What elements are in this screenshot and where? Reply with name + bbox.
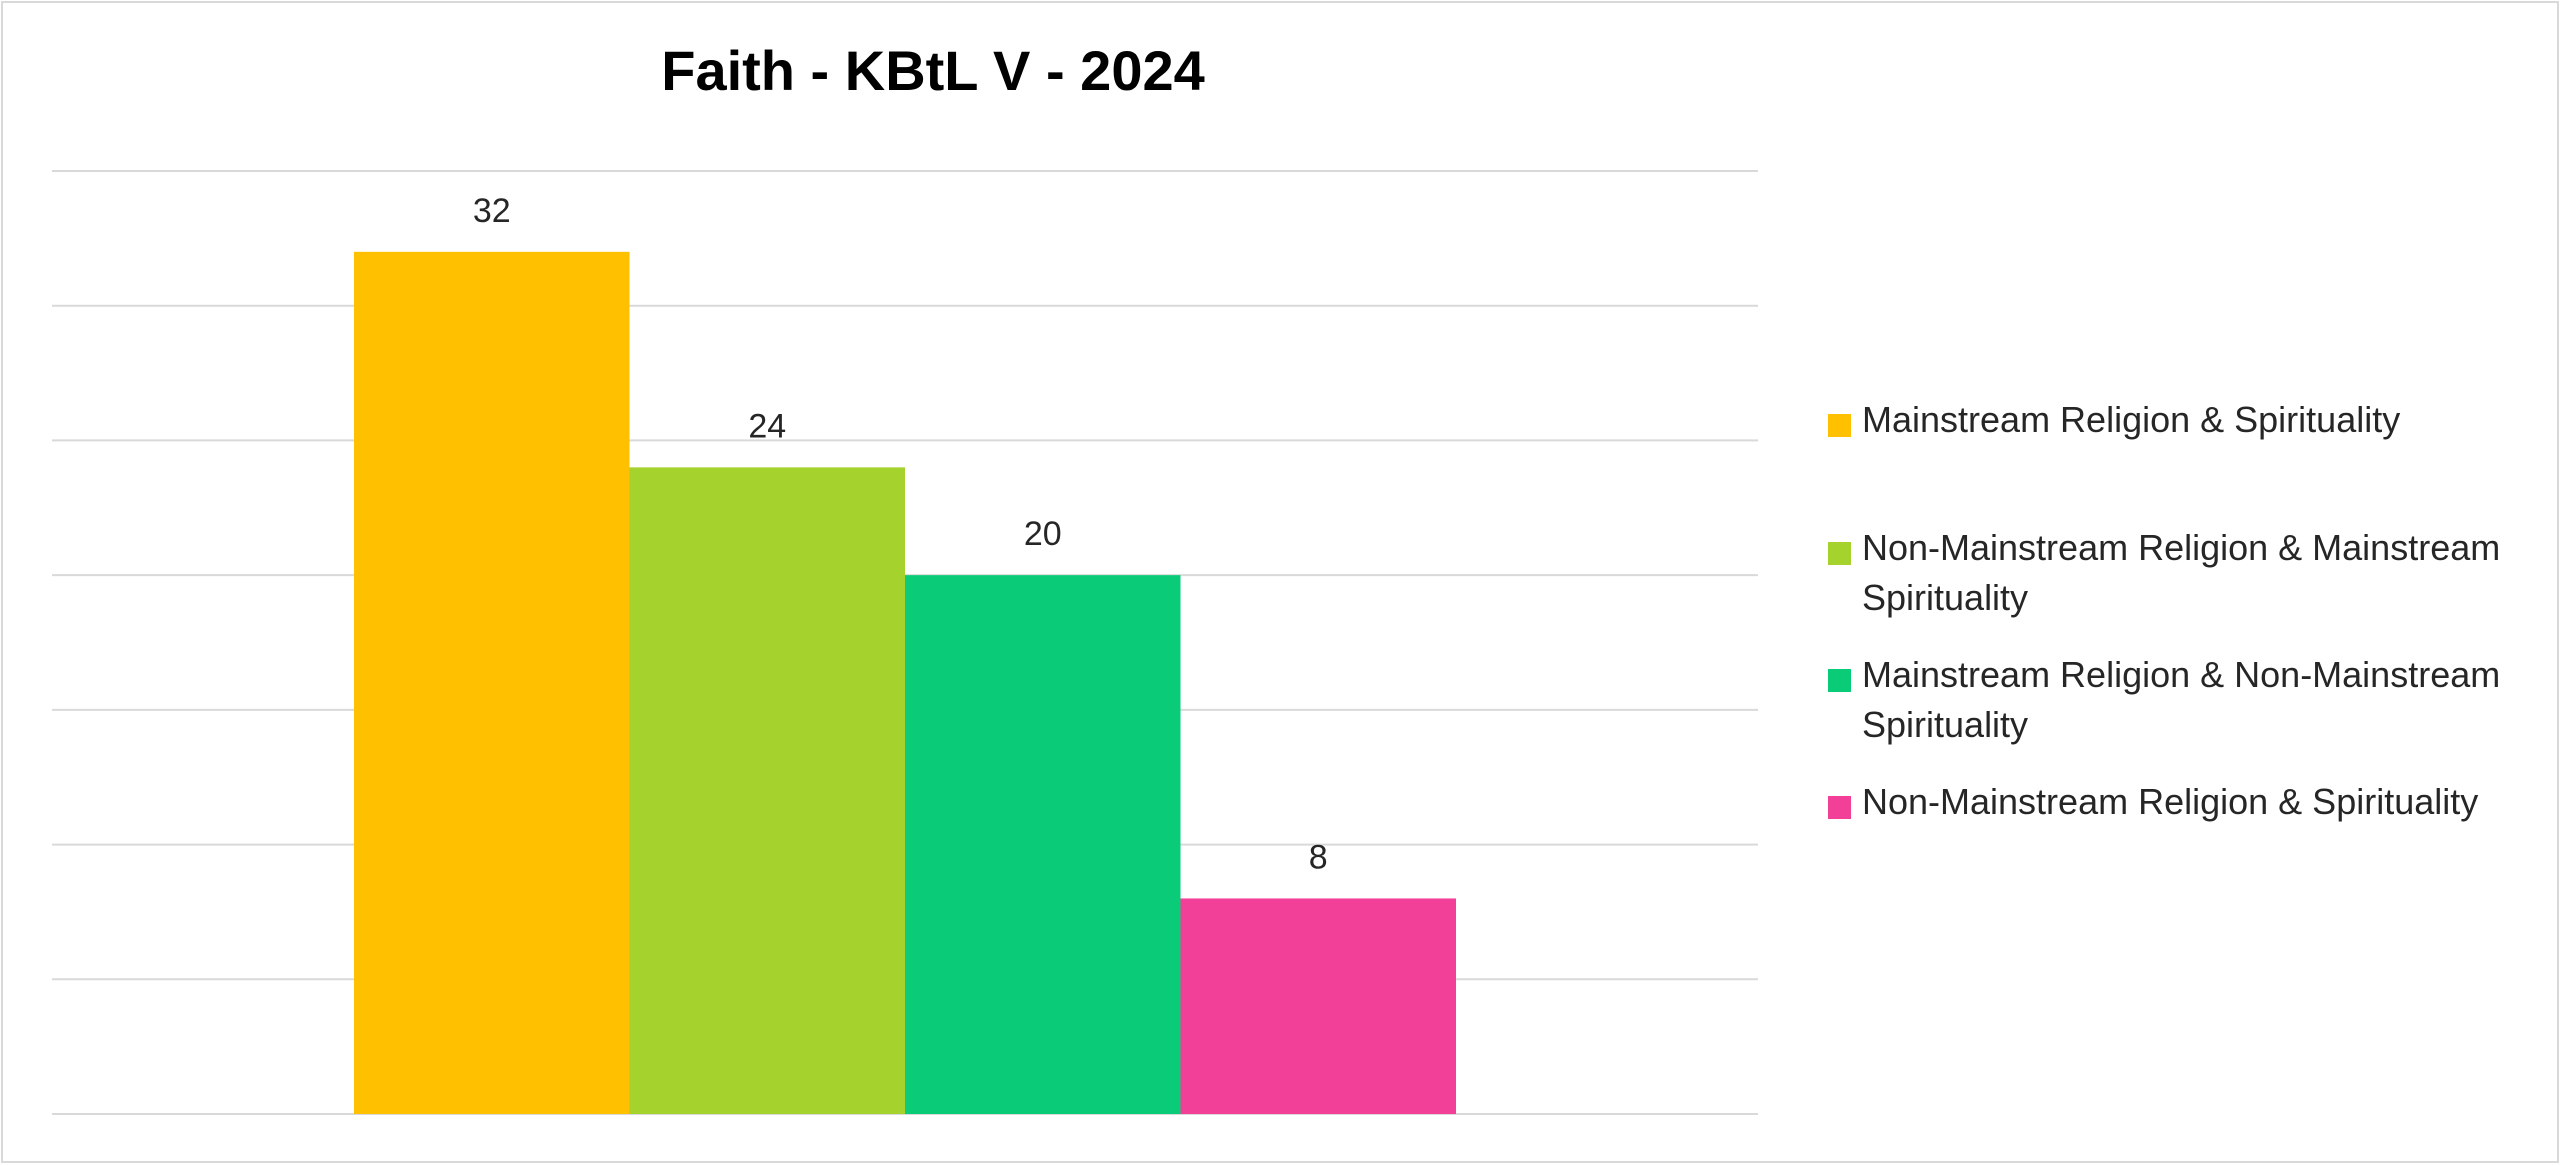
legend: Mainstream Religion & Spirituality Non-M… xyxy=(1828,395,2528,827)
bar-3 xyxy=(905,575,1181,1114)
legend-item-2: Non-Mainstream Religion & Mainstream Spi… xyxy=(1828,523,2528,623)
legend-swatch-1 xyxy=(1828,414,1851,437)
legend-item-3: Mainstream Religion & Non-Mainstream Spi… xyxy=(1828,650,2528,750)
data-label-3: 20 xyxy=(1024,515,1062,553)
legend-item-1: Mainstream Religion & Spirituality xyxy=(1828,395,2528,445)
bars xyxy=(354,251,1456,1115)
bar-1 xyxy=(354,251,630,1115)
legend-item-4: Non-Mainstream Religion & Spirituality xyxy=(1828,777,2528,827)
legend-swatch-3 xyxy=(1828,669,1851,692)
bar-4 xyxy=(1180,898,1456,1114)
legend-swatch-2 xyxy=(1828,542,1851,565)
data-label-4: 8 xyxy=(1309,838,1328,876)
legend-label-3: Mainstream Religion & Non-Mainstream Spi… xyxy=(1862,654,2501,745)
data-label-2: 24 xyxy=(748,407,786,445)
data-labels: 32 24 20 8 xyxy=(473,192,1328,877)
legend-label-2: Non-Mainstream Religion & Mainstream Spi… xyxy=(1862,527,2501,618)
legend-swatch-4 xyxy=(1828,796,1851,819)
legend-label-4: Non-Mainstream Religion & Spirituality xyxy=(1862,781,2479,822)
bar-2 xyxy=(629,467,905,1114)
chart-title: Faith - KBtL V - 2024 xyxy=(661,39,1205,102)
legend-label-1: Mainstream Religion & Spirituality xyxy=(1862,399,2401,440)
data-label-1: 32 xyxy=(473,192,511,230)
